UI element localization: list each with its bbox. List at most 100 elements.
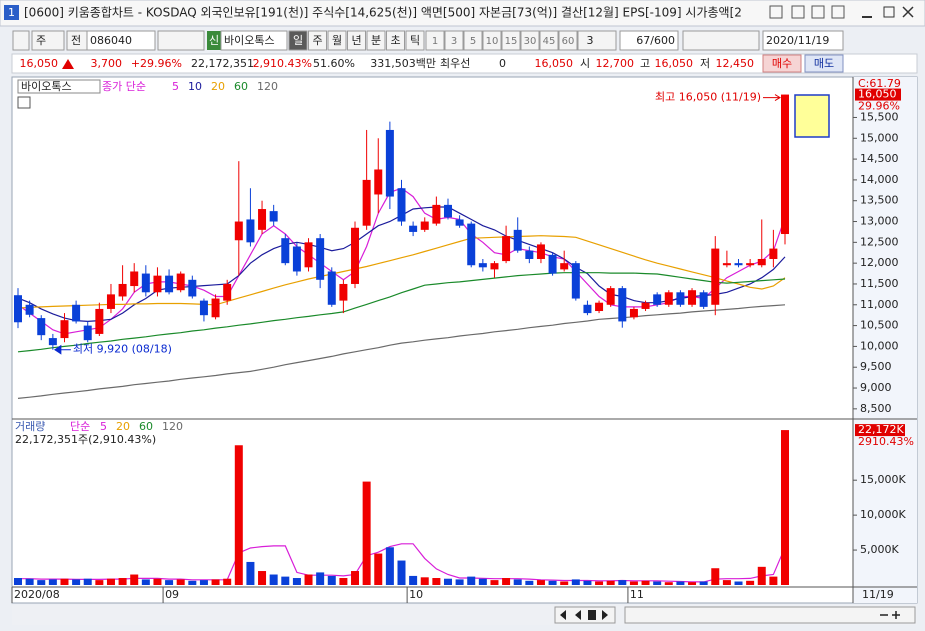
ma-line bbox=[17, 235, 786, 309]
window-title: [0600] 키움종합차트 - KOSDAQ 외국인보유[191(천)] 주식수… bbox=[24, 5, 742, 20]
toolbar-button[interactable] bbox=[157, 30, 205, 51]
scroll-icons bbox=[560, 610, 608, 620]
interval-button[interactable] bbox=[482, 30, 502, 51]
candle-body bbox=[653, 294, 662, 305]
window-button[interactable] bbox=[791, 5, 805, 19]
candle-body bbox=[269, 211, 278, 222]
volume-bar bbox=[14, 578, 22, 585]
period-button-text: 틱 bbox=[410, 34, 420, 47]
volume-bar bbox=[339, 578, 348, 585]
volume-bar bbox=[769, 576, 778, 585]
mode-select-text: 전 bbox=[71, 34, 81, 47]
volume-bar bbox=[234, 445, 243, 585]
period-select[interactable] bbox=[31, 30, 65, 51]
best-label: 최우선 bbox=[440, 57, 470, 70]
period-button[interactable] bbox=[366, 30, 386, 51]
candle-body bbox=[211, 298, 220, 318]
candle-body bbox=[664, 292, 673, 305]
interval-select[interactable] bbox=[577, 30, 617, 51]
volume-bar bbox=[688, 582, 697, 585]
sell-text: 매도 bbox=[814, 57, 834, 70]
interval-button[interactable] bbox=[520, 30, 540, 51]
candle-body bbox=[618, 288, 627, 322]
candle-body bbox=[48, 338, 57, 346]
volume-info: 22,172,351주(2,910.43%) bbox=[15, 433, 156, 446]
volume-bar bbox=[478, 578, 487, 585]
grid-icon[interactable] bbox=[17, 96, 31, 109]
interval-button-text: 15 bbox=[505, 36, 518, 47]
candle-body bbox=[339, 283, 348, 301]
interval-button[interactable] bbox=[501, 30, 521, 51]
candle-body bbox=[223, 283, 232, 301]
last-volume-label: 22,172K bbox=[858, 423, 904, 436]
change: 3,700 bbox=[91, 57, 123, 70]
window-button[interactable] bbox=[769, 5, 783, 19]
zoom-buttons[interactable] bbox=[624, 606, 916, 624]
volume-bar bbox=[199, 580, 208, 585]
interval-button[interactable] bbox=[558, 30, 578, 51]
scroll-buttons[interactable] bbox=[554, 606, 616, 624]
candle-body bbox=[385, 129, 394, 197]
interval-button-text: 3 bbox=[451, 36, 457, 47]
period-button[interactable] bbox=[288, 30, 308, 51]
count-field[interactable] bbox=[619, 30, 679, 51]
candle-body bbox=[769, 248, 778, 259]
interval-button[interactable] bbox=[444, 30, 464, 51]
candle-body bbox=[525, 250, 534, 259]
period-button[interactable] bbox=[347, 30, 366, 51]
candle-body bbox=[467, 223, 476, 266]
high-annotation: 최고 16,050 (11/19) bbox=[655, 91, 761, 104]
volume-bar bbox=[118, 578, 127, 585]
volume-bar bbox=[304, 574, 313, 585]
cursor-label: C:61.79 bbox=[858, 77, 901, 90]
volume-bar bbox=[746, 580, 755, 585]
buy-button[interactable] bbox=[762, 54, 802, 73]
candle-body bbox=[14, 295, 22, 323]
candle-body bbox=[176, 273, 185, 291]
candle-body bbox=[641, 302, 650, 309]
cursor-date: 11/19 bbox=[862, 588, 894, 601]
y-tick-label: 11,000 bbox=[860, 298, 899, 311]
period-button[interactable] bbox=[308, 30, 327, 51]
maximize-button[interactable] bbox=[883, 6, 895, 18]
interval-button[interactable] bbox=[425, 30, 445, 51]
sell-button[interactable] bbox=[804, 54, 844, 73]
code-input[interactable] bbox=[86, 30, 156, 51]
high: 16,050 bbox=[655, 57, 694, 70]
candle-body bbox=[141, 273, 150, 293]
low-label: 저 bbox=[700, 57, 710, 70]
interval-button[interactable] bbox=[539, 30, 559, 51]
name-tag bbox=[207, 31, 221, 50]
window-button[interactable] bbox=[831, 5, 845, 19]
interval-select-text: 3 bbox=[587, 34, 594, 47]
interval-button[interactable] bbox=[463, 30, 483, 51]
volume-bar bbox=[351, 571, 360, 585]
volume-bar bbox=[292, 578, 301, 585]
volume-bar bbox=[641, 580, 650, 585]
volume-bar bbox=[37, 580, 46, 585]
volume-legend-entry: 20 bbox=[116, 420, 130, 433]
toolbar-button[interactable] bbox=[12, 30, 30, 51]
x-tick-label: 2020/08 bbox=[14, 588, 60, 601]
period-button-text: 초 bbox=[390, 34, 400, 47]
period-button[interactable] bbox=[405, 30, 425, 51]
x-tick-label: 11 bbox=[630, 588, 644, 601]
candle-body bbox=[304, 242, 313, 268]
date-field[interactable] bbox=[762, 30, 844, 51]
window-button[interactable] bbox=[811, 5, 825, 19]
period-button[interactable] bbox=[386, 30, 405, 51]
window-controls[interactable] bbox=[769, 5, 914, 19]
close-button[interactable] bbox=[902, 6, 914, 18]
volume-bar bbox=[629, 581, 638, 585]
volume-legend-entry: 5 bbox=[100, 420, 107, 433]
legend-entry: 5 bbox=[172, 80, 179, 93]
candle-body bbox=[281, 238, 290, 264]
volume-bar bbox=[211, 579, 220, 585]
volume-bar bbox=[490, 580, 499, 585]
candle-body bbox=[118, 283, 127, 297]
change-pct: +29.96% bbox=[131, 57, 182, 70]
period-button[interactable] bbox=[327, 30, 347, 51]
toolbar-icons[interactable] bbox=[682, 30, 760, 51]
volume-bar bbox=[374, 553, 383, 585]
